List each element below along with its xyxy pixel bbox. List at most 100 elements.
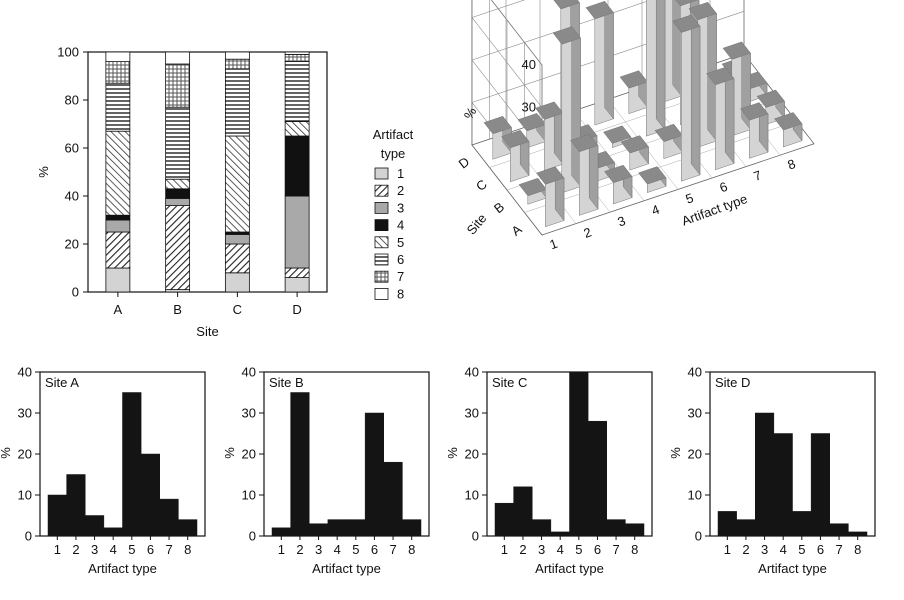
x-tick-label: 3 (538, 542, 545, 557)
legend-label: 2 (397, 183, 404, 198)
stacked-bar-A-type-3 (105, 219, 131, 233)
bar-type-3 (532, 519, 552, 537)
x-tick-label: 5 (352, 542, 359, 557)
bar-type-4 (327, 519, 347, 537)
bar-type-3 (85, 515, 105, 537)
stacked-bar-D-type-3 (284, 195, 310, 269)
chart-title: Site B (269, 375, 304, 390)
bar-type-8 (402, 519, 422, 537)
stacked-bar-A-type-4 (105, 214, 131, 221)
bar-top-face (620, 135, 649, 154)
legend-swatch-2 (374, 184, 389, 197)
y-tick-label: 40 (18, 365, 32, 380)
bar-top-face (585, 1, 614, 20)
x-tick-label: 1 (278, 542, 285, 557)
y-tick-label: 30 (465, 406, 479, 421)
legend-swatch-7 (374, 270, 389, 283)
x-tick-label: 6 (594, 542, 601, 557)
legend-swatch-8 (374, 287, 389, 300)
x-axis-label: Artifact type (88, 561, 157, 576)
y-tick-label: 30 (18, 406, 32, 421)
y-tick-label: 40 (242, 365, 256, 380)
bar-top-face (553, 0, 580, 10)
legend-swatch-4 (374, 219, 389, 232)
bar3d-A-type-3 (604, 164, 633, 205)
x3d-tick-label: 3 (615, 213, 627, 230)
x-tick-label: 2 (742, 542, 749, 557)
bar-type-3 (755, 412, 775, 537)
y-tick-label: 30 (688, 406, 702, 421)
y-tick-label: 40 (688, 365, 702, 380)
bar-top-face (570, 133, 599, 152)
bar-type-6 (810, 433, 830, 537)
x3d-tick-label: 7 (751, 167, 763, 184)
bar-type-8 (178, 519, 198, 537)
bar-top-face (722, 41, 751, 60)
chart-title: Site D (715, 375, 750, 390)
bar-type-1 (47, 494, 67, 537)
legend-swatch-3 (374, 201, 389, 214)
bar3d-A-type-1 (536, 166, 565, 228)
bar-type-1 (271, 527, 291, 537)
legend-label: 4 (397, 218, 404, 233)
stacked-bar-D-type-6 (284, 61, 310, 122)
bar-type-4 (103, 527, 123, 537)
y3d-axis-label: Site (464, 211, 490, 238)
bar-top-face (774, 112, 803, 131)
bar-type-2 (513, 486, 533, 537)
legend-title: Artifact (373, 127, 414, 142)
x-tick-label: 4 (334, 542, 341, 557)
bar3d-A-type-7 (740, 101, 769, 159)
x3d-tick-label: 5 (683, 190, 695, 207)
stacked-bar-A-type-6 (105, 82, 131, 132)
bar3d-D-type-4 (585, 0, 614, 126)
bar-top-face (483, 116, 512, 135)
y-tick-label: 80 (65, 93, 79, 108)
x-tick-label: 1 (54, 542, 61, 557)
chart-title: Site C (492, 375, 527, 390)
bar-top-face (619, 70, 648, 89)
bar-top-face (740, 102, 769, 121)
stacked-bar-D-type-7 (284, 54, 310, 63)
bar-type-7 (829, 523, 849, 537)
bar-top-face (552, 26, 581, 45)
stacked-bar-D-type-1 (284, 277, 310, 293)
legend-label: 1 (397, 166, 404, 181)
stacked-bar-chart: 0 20 40 60 80 100% A B C D Site (36, 45, 328, 339)
bar-type-6 (140, 453, 160, 537)
stacked-bar-B-type-3 (165, 197, 191, 206)
y-axis-label: % (445, 447, 460, 459)
y3d-tick-label: C (473, 176, 490, 194)
bar-type-7 (606, 519, 626, 537)
bar-type-2 (66, 474, 86, 537)
x-tick-label: 8 (854, 542, 861, 557)
grid-line (471, 0, 543, 108)
legend-swatch-5 (374, 236, 389, 249)
stacked-bar-D-type-5 (284, 121, 310, 137)
x3d-tick-label: 8 (785, 156, 797, 173)
y-tick-label: 30 (242, 406, 256, 421)
z-tick-label: 30 (522, 100, 536, 115)
stacked-bar-B-type-4 (165, 188, 191, 199)
x-tick-label: 2 (72, 542, 79, 557)
x-axis-label: Artifact type (312, 561, 381, 576)
stacked-bar-B-type-6 (165, 106, 191, 180)
bar-side-face (690, 14, 701, 176)
site-chart-8-2: 0 10 20 30 40% Site C 1 2 3 4 5 6 7 8 Artifact type (445, 365, 653, 576)
y3d-tick-label: B (491, 199, 507, 216)
x3d-tick-label: 2 (581, 224, 593, 241)
legend-label: 8 (397, 286, 404, 301)
y-tick-label: 40 (65, 189, 79, 204)
x-tick-label: 8 (631, 542, 638, 557)
x-tick-label: 6 (147, 542, 154, 557)
y-tick-label: 0 (25, 529, 32, 544)
bar-top-face (654, 123, 683, 142)
bar3d-D-type-5 (619, 69, 648, 115)
x-tick-label: 3 (761, 542, 768, 557)
stacked-bar-D-type-4 (284, 135, 310, 197)
y-tick-label: 0 (695, 529, 702, 544)
x-tick-label: 8 (184, 542, 191, 557)
bar-type-7 (383, 461, 403, 537)
